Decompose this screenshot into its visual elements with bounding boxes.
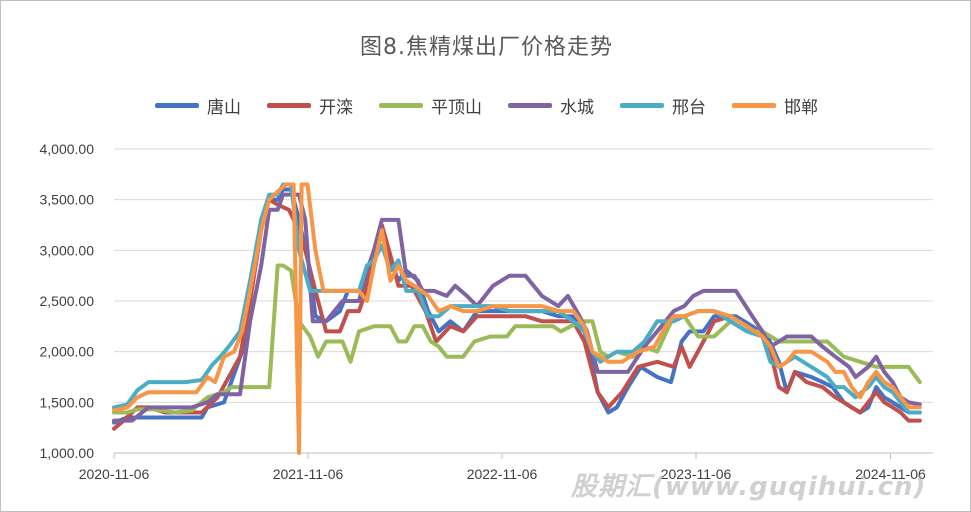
series-line-开滦	[112, 197, 922, 431]
legend-item: 唐山	[155, 93, 241, 118]
y-tick-label: 2,500.00	[40, 293, 95, 309]
legend-item: 水城	[508, 93, 594, 118]
x-tick-label: 2021-11-06	[273, 466, 344, 482]
x-tick-label: 2023-11-06	[661, 466, 732, 482]
legend-item: 平顶山	[379, 93, 482, 118]
legend-swatch	[379, 103, 423, 108]
y-tick-label: 1,500.00	[40, 394, 95, 410]
y-tick-label: 3,000.00	[40, 242, 95, 258]
x-tick-label: 2024-11-06	[855, 466, 926, 482]
watermark: 股期汇(www.guqihui.cn)	[571, 472, 927, 502]
legend-swatch	[732, 103, 776, 108]
y-tick-label: 1,000.00	[40, 445, 95, 461]
y-tick-label: 3,500.00	[40, 192, 95, 208]
legend-swatch	[155, 103, 199, 108]
legend-label: 唐山	[207, 98, 241, 118]
series-line-邢台	[112, 182, 922, 415]
chart-title: 图8.焦精煤出厂价格走势	[360, 35, 613, 60]
legend-label: 邯郸	[784, 98, 818, 118]
series-line-邯郸	[112, 182, 922, 455]
x-tick-label: 2020-11-06	[79, 466, 150, 482]
legend-swatch	[508, 103, 552, 108]
series-line-水城	[112, 192, 922, 423]
x-tick-label: 2022-11-06	[467, 466, 538, 482]
legend-label: 开滦	[319, 98, 353, 118]
legend-item: 邢台	[620, 93, 706, 118]
legend: 唐山 开滦 平顶山 水城 邢台 邯郸	[1, 93, 970, 118]
y-tick-label: 2,000.00	[40, 344, 95, 360]
legend-swatch	[620, 103, 664, 108]
legend-item: 邯郸	[732, 93, 818, 118]
legend-label: 水城	[560, 98, 594, 118]
legend-item: 开滦	[267, 93, 353, 118]
y-tick-label: 4,000.00	[40, 141, 95, 157]
legend-label: 平顶山	[431, 98, 482, 118]
legend-swatch	[267, 103, 311, 108]
legend-label: 邢台	[672, 98, 706, 118]
